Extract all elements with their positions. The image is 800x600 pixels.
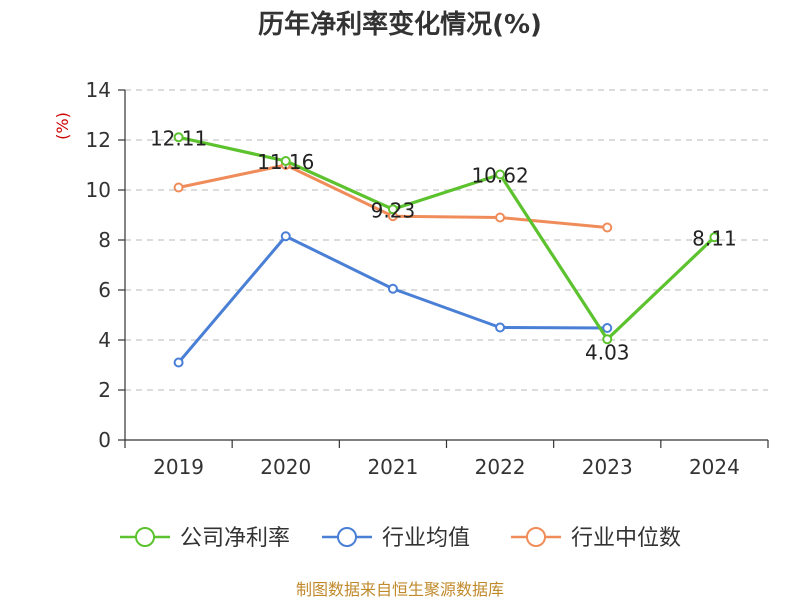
data-label: 10.62 [471, 164, 528, 188]
data-point [280, 156, 291, 166]
series-line [177, 234, 608, 364]
data-point [173, 357, 184, 368]
data-label: 9.23 [371, 198, 416, 222]
legend-label: 公司净利率 [180, 526, 290, 551]
data-point [495, 212, 506, 223]
y-tick-label: 4 [98, 328, 111, 352]
data-label: 4.03 [585, 340, 630, 364]
y-axis-unit: (%) [53, 112, 72, 140]
x-tick-label: 2021 [367, 455, 418, 479]
axes: 0 2 4 6 8 10 12 14 2019 2020 2021 2022 2023 2024 [86, 78, 769, 479]
legend-marker [135, 527, 155, 547]
legend-marker [526, 527, 546, 547]
y-tick-label: 10 [86, 178, 111, 202]
y-tick-label: 2 [98, 378, 111, 402]
series-layer [173, 132, 720, 368]
data-point [602, 334, 613, 345]
legend-label: 行业中位数 [571, 526, 681, 551]
x-tick-label: 2019 [153, 455, 204, 479]
x-tick-label: 2024 [689, 455, 740, 479]
source-note: 制图数据来自恒生聚源数据库 [296, 580, 504, 599]
legend-item: 公司净利率 [120, 526, 290, 551]
legend-label: 行业均值 [382, 526, 470, 551]
series-line [178, 135, 716, 341]
legend: 公司净利率 行业均值 行业中位数 [120, 526, 681, 551]
data-label: 8.11 [692, 226, 737, 250]
data-point [173, 132, 184, 143]
data-label: 12.11 [150, 126, 207, 150]
data-point [495, 169, 506, 180]
legend-item: 行业均值 [322, 526, 470, 551]
data-point [280, 231, 291, 242]
x-tick-label: 2020 [260, 455, 311, 479]
chart-title: 历年净利率变化情况(%) [258, 9, 542, 40]
data-point [387, 283, 398, 294]
gridlines [125, 89, 768, 391]
data-point [709, 232, 720, 243]
legend-marker [337, 527, 357, 547]
data-point [173, 182, 184, 193]
y-tick-label: 12 [86, 128, 111, 152]
x-tick-label: 2022 [475, 455, 526, 479]
y-tick-label: 6 [98, 278, 111, 302]
data-point [602, 222, 613, 233]
data-point [495, 322, 506, 333]
y-tick-label: 14 [86, 78, 111, 102]
legend-item: 行业中位数 [511, 526, 681, 551]
data-labels: 12.11 11.16 9.23 10.62 4.03 8.11 [150, 126, 737, 364]
y-tick-label: 8 [98, 228, 111, 252]
data-point [387, 204, 398, 215]
y-tick-label: 0 [98, 428, 111, 452]
x-tick-label: 2023 [582, 455, 633, 479]
data-label: 11.16 [257, 150, 314, 174]
data-point [602, 323, 613, 333]
